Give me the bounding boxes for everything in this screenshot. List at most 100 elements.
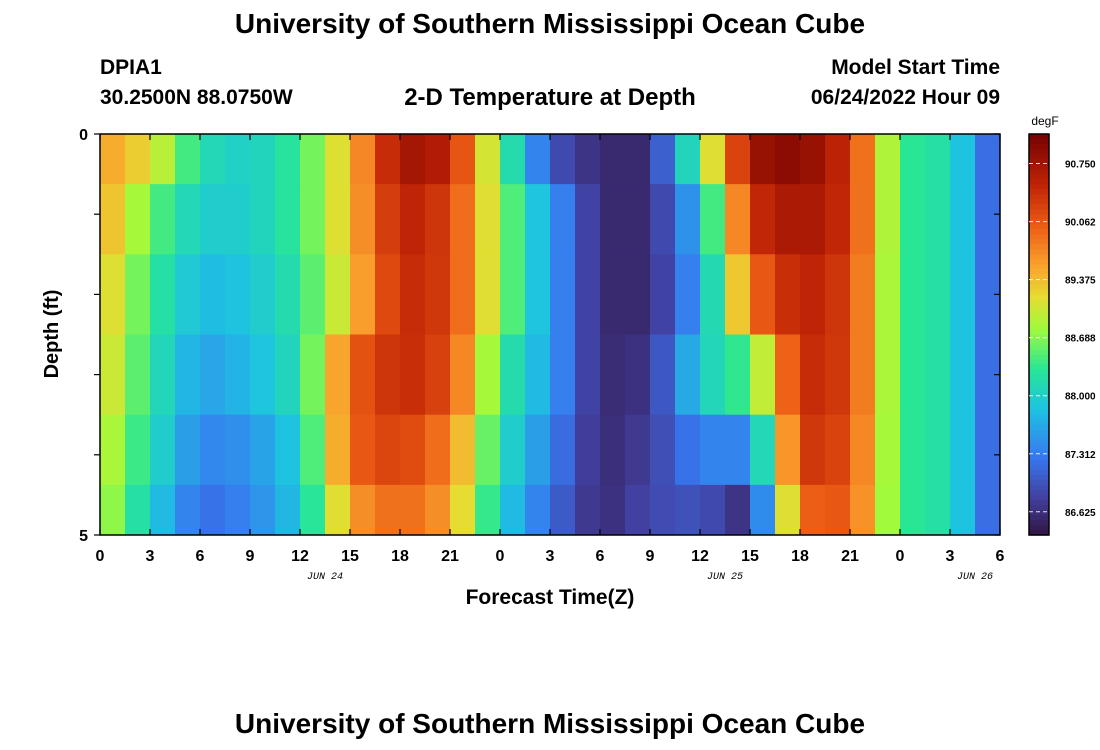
temperature-depth-chart: 0 3 6 9 12 15 18 21 0 3 6 9 12 15 18 21 0 3 6 JUN 24 JUN 25 J… [41, 114, 1096, 609]
x-tick-label: 6 [196, 548, 205, 565]
heatmap-cell [500, 134, 526, 185]
heatmap-cell [125, 334, 151, 416]
colorbar-segment [1029, 244, 1049, 250]
colorbar-segment [1029, 464, 1049, 471]
x-tick-label: 3 [946, 548, 955, 565]
heatmap-cells [100, 134, 1000, 535]
heatmap-cell [725, 254, 751, 336]
colorbar-segment [1029, 274, 1049, 280]
colorbar-segment [1029, 139, 1049, 145]
heatmap-cell [425, 484, 451, 535]
heatmap-cell [200, 184, 226, 255]
colorbar-segment [1029, 179, 1049, 185]
colorbar-segment [1029, 309, 1049, 316]
colorbar-segment [1029, 374, 1049, 381]
colorbar-segment [1029, 144, 1049, 150]
heatmap-cell [450, 484, 476, 535]
y-tick-label: 5 [79, 528, 88, 545]
x-tick-label: 0 [96, 548, 105, 565]
x-tick-label: 15 [741, 548, 759, 565]
heatmap-cell [450, 134, 476, 185]
footer-title: University of Southern Mississippi Ocean… [234, 708, 866, 739]
colorbar-tick-label: 90.750 [1065, 160, 1096, 171]
heatmap-cell [450, 334, 476, 416]
heatmap-cell [750, 334, 776, 416]
x-tick-label: 0 [896, 548, 905, 565]
heatmap-cell [900, 134, 926, 185]
heatmap-cell [425, 184, 451, 255]
colorbar-segment [1029, 489, 1049, 496]
colorbar-segment [1029, 424, 1049, 431]
heatmap-cell [625, 254, 651, 336]
heatmap-cell [550, 254, 576, 336]
heatmap-cell [150, 254, 176, 336]
colorbar-segment [1029, 224, 1049, 230]
station-id: DPIA1 [100, 56, 162, 79]
heatmap-cell [750, 414, 776, 486]
heatmap-cell [550, 414, 576, 486]
colorbar-segment [1029, 364, 1049, 371]
colorbar-segment [1029, 174, 1049, 180]
colorbar-segment [1029, 154, 1049, 160]
heatmap-cell [325, 184, 351, 255]
heatmap-cell [525, 414, 551, 486]
heatmap-cell [675, 414, 701, 486]
colorbar-segment [1029, 519, 1049, 526]
heatmap-cell [775, 134, 801, 185]
heatmap-cell [725, 484, 751, 535]
heatmap-cell [625, 484, 651, 535]
heatmap-cell [150, 414, 176, 486]
heatmap-cell [125, 484, 151, 535]
heatmap-cell [600, 484, 626, 535]
colorbar-segment [1029, 474, 1049, 481]
heatmap-cell [625, 184, 651, 255]
heatmap-cell [650, 334, 676, 416]
colorbar-segment [1029, 159, 1049, 165]
heatmap-cell [200, 484, 226, 535]
colorbar-segment [1029, 184, 1049, 190]
colorbar-segment [1029, 134, 1049, 140]
colorbar-segment [1029, 209, 1049, 215]
heatmap-cell [875, 484, 901, 535]
heatmap-cell [550, 134, 576, 185]
colorbar-segment [1029, 349, 1049, 356]
heatmap-cell [475, 134, 501, 185]
heatmap-cell [800, 414, 826, 486]
heatmap-cell [850, 414, 876, 486]
colorbar-segment [1029, 164, 1049, 170]
heatmap-cell [300, 334, 326, 416]
heatmap-cell [750, 134, 776, 185]
colorbar-tick-label: 86.625 [1065, 508, 1096, 519]
heatmap-cell [675, 484, 701, 535]
heatmap-cell [400, 254, 426, 336]
colorbar-segment [1029, 194, 1049, 200]
heatmap-cell [100, 484, 126, 535]
heatmap-cell [800, 254, 826, 336]
colorbar-tick-label: 88.000 [1065, 392, 1096, 403]
heatmap-cell [925, 134, 951, 185]
heatmap-cell [900, 334, 926, 416]
heatmap-cell [700, 414, 726, 486]
colorbar-segment [1029, 314, 1049, 321]
heatmap-cell [550, 334, 576, 416]
model-start-label: Model Start Time [831, 56, 1000, 79]
heatmap-cell [400, 134, 426, 185]
colorbar-segment [1029, 524, 1049, 531]
x-tick-label: 21 [841, 548, 859, 565]
heatmap-cell [600, 414, 626, 486]
heatmap-cell [825, 334, 851, 416]
heatmap-cell [650, 254, 676, 336]
heatmap-cell [675, 254, 701, 336]
heatmap-cell [375, 184, 401, 255]
colorbar-segment [1029, 249, 1049, 255]
heatmap-cell [300, 134, 326, 185]
plot-title: 2-D Temperature at Depth [404, 84, 696, 111]
x-tick-label: 15 [341, 548, 359, 565]
heatmap-cell [175, 254, 201, 336]
heatmap-cell [100, 254, 126, 336]
heatmap-cell [225, 484, 251, 535]
colorbar-segment [1029, 359, 1049, 366]
heatmap-cell [750, 254, 776, 336]
heatmap-cell [200, 134, 226, 185]
colorbar-segment [1029, 509, 1049, 516]
